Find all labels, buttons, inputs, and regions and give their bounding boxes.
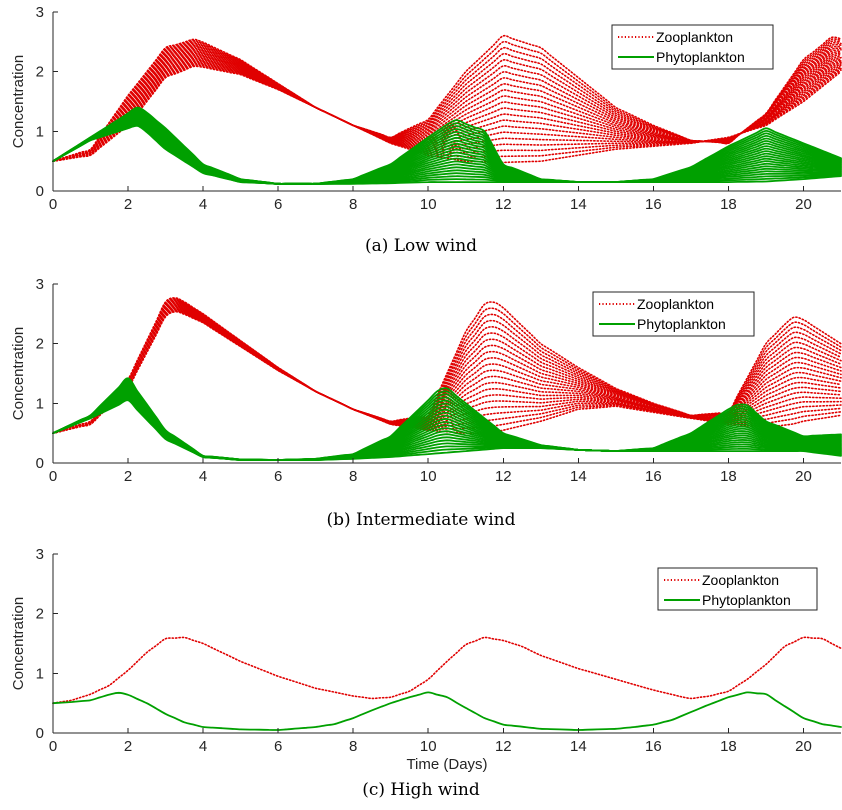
chart-intermediate-wind: 0 2 4 6 8 10 12 14 16 18 200123ConcentrationZoopla…	[10, 276, 842, 485]
series-phytoplankton	[52, 691, 842, 731]
x-tick-label: 16	[645, 196, 662, 213]
chart-panel-low-wind: 0 2 4 6 8 10 12 14 16 18 20 0 1 2 3 Concentration Zoopla…	[0, 0, 842, 272]
x-tick-label: 2	[124, 468, 132, 485]
legend-label-phytoplankton: Phytoplankton	[637, 316, 726, 332]
y-tick-label: 0	[36, 183, 44, 200]
y-tick-label: 2	[36, 606, 44, 623]
legend-label-zooplankton: Zooplankton	[656, 29, 733, 45]
series-zooplankton	[52, 636, 842, 704]
legend: Zooplankton Phytoplankton	[657, 567, 818, 611]
x-tick-label: 14	[570, 196, 587, 213]
x-tick-label: 8	[349, 196, 357, 213]
y-tick-label: 0	[36, 725, 44, 742]
x-tick-label: 16	[645, 468, 662, 485]
y-tick-label: 3	[36, 276, 44, 293]
x-tick-label: 10	[420, 196, 437, 213]
series-line-phytoplankton	[52, 691, 842, 731]
x-tick-label: 20	[795, 468, 812, 485]
caption-low-wind: (a) Low wind	[364, 236, 478, 256]
legend: Zooplankton Phytoplankton	[611, 24, 774, 70]
series-line-zooplankton	[52, 297, 842, 434]
x-tick-label: 18	[720, 196, 737, 213]
x-tick-label: 4	[199, 468, 207, 485]
y-axis-label: Concentration	[10, 327, 27, 420]
legend-label-phytoplankton: Phytoplankton	[702, 592, 791, 608]
y-tick-label: 3	[36, 4, 44, 21]
x-tick-label: 12	[495, 468, 512, 485]
y-tick-label: 2	[36, 64, 44, 81]
y-tick-label: 1	[36, 665, 44, 682]
x-tick-label: 4	[199, 738, 207, 755]
x-tick-label: 20	[795, 738, 812, 755]
x-tick-label: 14	[570, 738, 587, 755]
x-tick-label: 4	[199, 196, 207, 213]
x-tick-label: 16	[645, 738, 662, 755]
y-axis-label: Concentration	[10, 55, 27, 148]
x-tick-label: 0	[49, 468, 57, 485]
x-tick-label: 8	[349, 468, 357, 485]
caption-high-wind: (c) High wind	[362, 780, 480, 800]
series-line-phytoplankton	[52, 377, 842, 461]
series-phytoplankton	[52, 377, 842, 461]
x-tick-label: 18	[720, 468, 737, 485]
x-tick-label: 0	[49, 738, 57, 755]
y-tick-label: 1	[36, 123, 44, 140]
legend-box	[657, 567, 818, 611]
legend-box	[611, 24, 774, 70]
series-phytoplankton	[52, 106, 842, 185]
x-tick-label: 20	[795, 196, 812, 213]
x-tick-label: 2	[124, 738, 132, 755]
x-tick-label: 8	[349, 738, 357, 755]
x-tick-label: 6	[274, 468, 282, 485]
x-axis-label: Time (Days)	[406, 756, 487, 772]
series-line-zooplankton	[52, 306, 842, 434]
x-tick-label: 2	[124, 196, 132, 213]
chart-panel-high-wind: 0 2 4 6 8 10 12 14 16 18 20 0 1 2 3 Concentration Time (…	[0, 542, 842, 810]
chart-low-wind: 0 2 4 6 8 10 12 14 16 18 200123ConcentrationZoopla…	[10, 4, 842, 213]
series-line-zooplankton	[52, 34, 842, 162]
legend-label-zooplankton: Zooplankton	[702, 572, 779, 588]
series-line-zooplankton	[52, 297, 842, 434]
x-tick-label: 0	[49, 196, 57, 213]
y-tick-label: 3	[36, 546, 44, 563]
x-tick-label: 6	[274, 738, 282, 755]
series-line-zooplankton	[52, 50, 842, 162]
series-zooplankton	[52, 34, 842, 164]
x-tick-label: 18	[720, 738, 737, 755]
chart-panel-intermediate-wind: 0 2 4 6 8 10 12 14 16 18 20 0 1 2 3 Concentration Zoopla…	[0, 272, 842, 542]
plot-area	[52, 297, 842, 461]
x-tick-label: 10	[420, 468, 437, 485]
y-tick-label: 2	[36, 336, 44, 353]
y-tick-label: 1	[36, 395, 44, 412]
legend-box	[592, 291, 755, 337]
legend-label-phytoplankton: Phytoplankton	[656, 49, 745, 65]
x-tick-label: 12	[495, 196, 512, 213]
plot-area	[52, 636, 842, 731]
x-tick-label: 10	[420, 738, 437, 755]
legend-label-zooplankton: Zooplankton	[637, 296, 714, 312]
y-axis-label: Concentration	[10, 597, 27, 690]
series-line-zooplankton	[52, 636, 842, 704]
x-tick-label: 12	[495, 738, 512, 755]
y-tick-label: 0	[36, 455, 44, 472]
x-tick-label: 14	[570, 468, 587, 485]
x-tick-label: 6	[274, 196, 282, 213]
plot-area	[52, 34, 842, 185]
legend: Zooplankton Phytoplankton	[592, 291, 755, 337]
caption-intermediate-wind: (b) Intermediate wind	[326, 510, 516, 530]
series-line-phytoplankton	[52, 106, 842, 185]
